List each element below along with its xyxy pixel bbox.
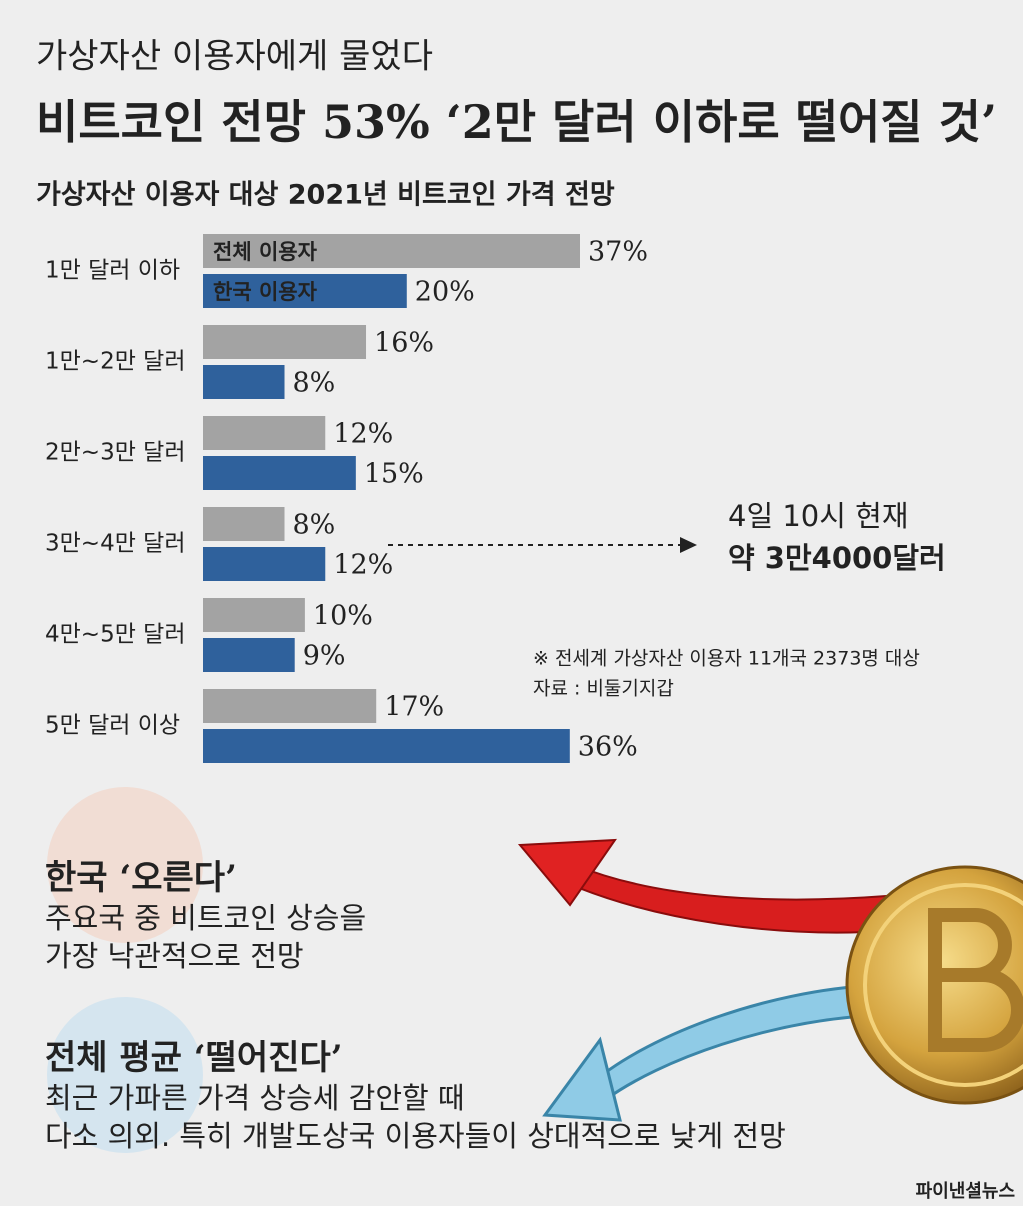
note: ※ 전세계 가상자산 이용자 11개국 2373명 대상 — [533, 648, 920, 670]
category-label: 5만 달러 이상 — [45, 713, 180, 739]
value-label: 8% — [293, 510, 336, 541]
value-label: 16% — [374, 328, 434, 359]
bar — [203, 638, 295, 672]
value-label: 36% — [578, 732, 638, 763]
bar — [203, 234, 580, 268]
value-label: 12% — [333, 419, 393, 450]
legend-label: 전체 이용자 — [213, 240, 318, 264]
blue-arrow — [542, 983, 882, 1122]
section-heading: 전체 평균 ‘떨어진다’ — [45, 1038, 343, 1078]
value-label: 17% — [384, 692, 444, 723]
bar — [203, 598, 305, 632]
category-label: 3만~4만 달러 — [45, 531, 186, 557]
value-label: 12% — [333, 550, 393, 581]
bar — [203, 507, 285, 541]
section-heading: 한국 ‘오른다’ — [45, 858, 237, 898]
credit: 파이낸셜뉴스 — [916, 1181, 1015, 1202]
bar — [203, 689, 377, 723]
category-label: 2만~3만 달러 — [45, 440, 186, 466]
value-label: 20% — [415, 277, 475, 308]
annotation: 약 3만4000달러 — [728, 541, 946, 575]
title: 비트코인 전망 53% ‘2만 달러 이하로 떨어질 것’ — [36, 95, 997, 149]
source: 자료 : 비둘기지갑 — [533, 678, 674, 700]
deco-circle — [47, 997, 203, 1153]
section-text: 최근 가파른 가격 상승세 감안할 때 — [45, 1081, 465, 1115]
value-label: 8% — [293, 368, 336, 399]
section-text: 주요국 중 비트코인 상승을 — [45, 901, 366, 935]
deco-circle — [47, 787, 203, 943]
category-label: 1만~2만 달러 — [45, 349, 186, 375]
bar — [203, 325, 367, 359]
bar — [203, 547, 326, 581]
bar — [203, 729, 570, 763]
red-arrow — [517, 838, 901, 934]
bar — [203, 365, 285, 399]
kicker: 가상자산 이용자에게 물었다 — [36, 37, 433, 77]
value-label: 37% — [588, 237, 648, 268]
bar — [203, 274, 407, 308]
value-label: 9% — [303, 641, 346, 672]
bar — [203, 456, 356, 490]
category-label: 1만 달러 이하 — [45, 258, 180, 284]
legend-label: 한국 이용자 — [213, 280, 318, 304]
annotation: 4일 10시 현재 — [728, 499, 909, 533]
value-label: 10% — [313, 601, 373, 632]
category-label: 4만~5만 달러 — [45, 622, 186, 648]
section-text: 다소 의외. 특히 개발도상국 이용자들이 상대적으로 낮게 전망 — [45, 1119, 786, 1153]
value-label: 15% — [364, 459, 424, 490]
coin — [845, 865, 1023, 1105]
chart-title: 가상자산 이용자 대상 2021년 비트코인 가격 전망 — [36, 180, 615, 211]
section-text: 가장 낙관적으로 전망 — [45, 939, 304, 973]
bar — [203, 416, 326, 450]
dashed-arrow — [388, 537, 697, 553]
